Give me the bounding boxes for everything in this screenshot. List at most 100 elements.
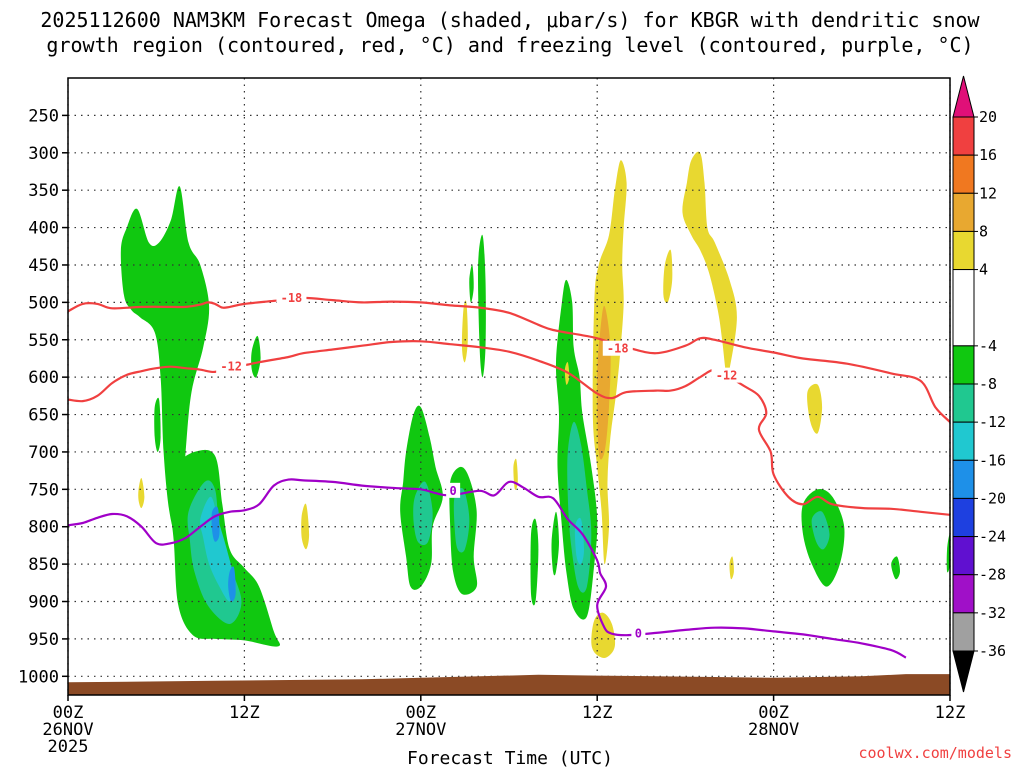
y-tick-label: 750 [28, 480, 59, 500]
contour-label: 0 [450, 484, 457, 498]
y-tick-label: 650 [28, 406, 59, 426]
y-tick-label: 850 [28, 555, 59, 575]
y-tick-label: 950 [28, 630, 59, 650]
contour-label: -18 [607, 342, 629, 356]
omega-region-teal-27nov-b [453, 488, 470, 553]
contour-label-bg [602, 340, 633, 356]
y-tick-label: 1000 [18, 667, 59, 687]
y-axis: 250 300 350 400 450 500 550 600 650 700 750 800 850 9… [18, 106, 68, 687]
x-axis-label: Forecast Time (UTC) [407, 748, 613, 768]
colorbar-tick-label: -24 [979, 528, 1006, 546]
colorbar-tick-label: 20 [979, 108, 997, 126]
colorbar-tick-label: -8 [979, 375, 997, 393]
y-tick-label: 500 [28, 293, 59, 313]
contour-dgz-minus18 [68, 296, 950, 423]
contour-dgz-minus12 [68, 340, 950, 516]
x-tick-label: 00Z [405, 703, 436, 723]
omega-region-teal-late [811, 511, 830, 550]
omega-region-yellow-low-28nov [591, 612, 616, 658]
omega-region-green-thin-27nov-b [469, 264, 474, 303]
y-tick-label: 300 [28, 144, 59, 164]
y-tick-label: 900 [28, 593, 59, 613]
omega-region-teal-27nov-a [413, 481, 433, 545]
x-tick-label: 00Z [53, 703, 84, 723]
contour-label-bg [446, 482, 461, 498]
contour-label: -12 [716, 369, 738, 383]
omega-region-yellow-spot-a [138, 477, 145, 509]
colorbar-tick-label: -28 [979, 566, 1006, 584]
omega-region-green-thin-27nov-a [477, 234, 486, 378]
colorbar-tick-label: 4 [979, 261, 988, 279]
colorbar-tick-label: 12 [979, 184, 997, 202]
colorbar-tick-label: -4 [979, 337, 997, 355]
x-tick-label: 12Z [582, 703, 613, 723]
contour-label-bg [631, 625, 646, 641]
omega-region-teal-28nov [567, 421, 592, 593]
colorbar-swatch [952, 497, 975, 538]
colorbar-swatch [952, 421, 975, 461]
x-tick-label: 12Z [935, 703, 966, 723]
colorbar-swatch [952, 383, 975, 423]
contour-labels: -18 -18 -12 -12 0 0 [216, 289, 742, 641]
contour-label: -12 [220, 360, 242, 374]
y-tick-label: 800 [28, 518, 59, 538]
colorbar-swatch [952, 612, 975, 652]
x-tick-label: 26NOV [42, 720, 93, 740]
y-tick-label: 700 [28, 443, 59, 463]
colorbar-swatch [952, 192, 975, 232]
chart-title-line2: growth region (contoured, red, °C) and f… [46, 33, 973, 57]
colorbar-tick-label: -36 [979, 642, 1006, 660]
y-tick-label: 600 [28, 368, 59, 388]
credit-text: coolwx.com/models [858, 744, 1012, 762]
chart-title-line1: 2025112600 NAM3KM Forecast Omega (shaded… [40, 8, 980, 32]
plot-frame [67, 77, 951, 696]
omega-region-yellow-plume-late [682, 151, 737, 380]
colorbar-tick-label: -16 [979, 451, 1006, 469]
omega-region-yellow-thin-late [663, 249, 673, 304]
contour-label-bg [276, 289, 307, 305]
contour-label: -18 [281, 291, 303, 305]
contour-label-bg [711, 367, 742, 383]
colorbar: 20 16 12 8 4 -4 -8 -12 -16 -20 -24 -28 -32 -36 [952, 75, 1006, 693]
terrain-fill [68, 674, 950, 695]
omega-region-green-thin-27nov-d [530, 518, 539, 606]
contour-layer [68, 296, 950, 659]
omega-region-blue-core-b [228, 566, 236, 602]
colorbar-tick-label: -32 [979, 604, 1006, 622]
omega-region-green-late-small [891, 556, 901, 580]
x-tick-label: 00Z [758, 703, 789, 723]
x-tick-label: 27NOV [395, 720, 446, 740]
colorbar-bottom-triangle [952, 650, 975, 693]
omega-region-yellow-small-late-b [729, 556, 734, 580]
terrain-layer [68, 674, 950, 695]
colorbar-swatch [952, 574, 975, 614]
colorbar-swatch [952, 269, 975, 347]
y-tick-label: 400 [28, 219, 59, 239]
contour-label: 0 [635, 627, 642, 641]
colorbar-swatch [952, 116, 975, 156]
x-tick-label: 2025 [48, 737, 89, 757]
omega-region-green-edge [946, 533, 950, 573]
omega-region-cyan-low-early [200, 496, 236, 602]
colorbar-swatch [952, 230, 975, 271]
omega-region-green-column-early [120, 186, 210, 535]
colorbar-swatch [952, 459, 975, 499]
omega-shading-layer [120, 151, 950, 658]
colorbar-swatch [952, 345, 975, 385]
colorbar-swatch [952, 536, 975, 576]
omega-region-yellow-spot-b [301, 503, 310, 550]
colorbar-tick-label: -20 [979, 489, 1006, 507]
contour-freezing-0 [68, 478, 907, 659]
y-tick-label: 550 [28, 331, 59, 351]
colorbar-tick-label: 8 [979, 222, 988, 240]
omega-region-green-thin-27nov-c [551, 511, 559, 576]
omega-region-green-mid-spot [251, 335, 261, 378]
y-tick-label: 350 [28, 181, 59, 201]
omega-region-green-mid-thin [154, 397, 161, 452]
x-tick-label: 12Z [229, 703, 260, 723]
omega-region-yellow-small-late-a [807, 383, 823, 434]
colorbar-swatch [952, 154, 975, 194]
contour-label-bg [216, 358, 247, 374]
